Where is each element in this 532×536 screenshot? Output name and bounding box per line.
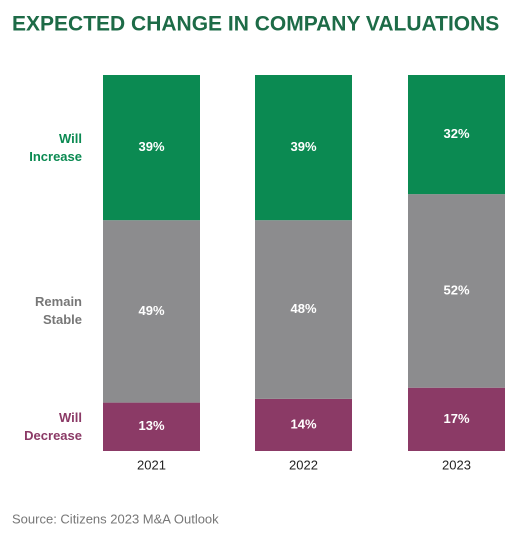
chart-title: EXPECTED CHANGE IN COMPANY VALUATIONS: [12, 13, 499, 36]
bar-segment: [103, 402, 200, 451]
bar-segment: [103, 75, 200, 221]
value-label: 32%: [443, 126, 469, 141]
bar-segment: [408, 194, 505, 388]
bar-segment: [408, 75, 505, 195]
bar-segment: [255, 220, 352, 399]
value-label: 14%: [290, 416, 316, 431]
value-label: 52%: [443, 282, 469, 297]
bar-segment: [255, 75, 352, 221]
bar-segment: [408, 387, 505, 451]
x-tick-label: 2021: [137, 457, 166, 472]
legend-label: Will Increase: [29, 130, 82, 164]
value-label: 39%: [290, 139, 316, 154]
source: Source: Citizens 2023 M&A Outlook: [12, 511, 219, 526]
value-label: 13%: [138, 418, 164, 433]
legend-label: Will Decrease: [24, 409, 82, 443]
value-label: 39%: [138, 139, 164, 154]
x-tick-label: 2022: [289, 457, 318, 472]
value-label: 49%: [138, 303, 164, 318]
x-tick-label: 2023: [442, 457, 471, 472]
value-label: 17%: [443, 411, 469, 426]
bar-segment: [255, 398, 352, 451]
legend-label: Remain Stable: [35, 294, 82, 328]
bar-segment: [103, 220, 200, 403]
value-label: 48%: [290, 301, 316, 316]
